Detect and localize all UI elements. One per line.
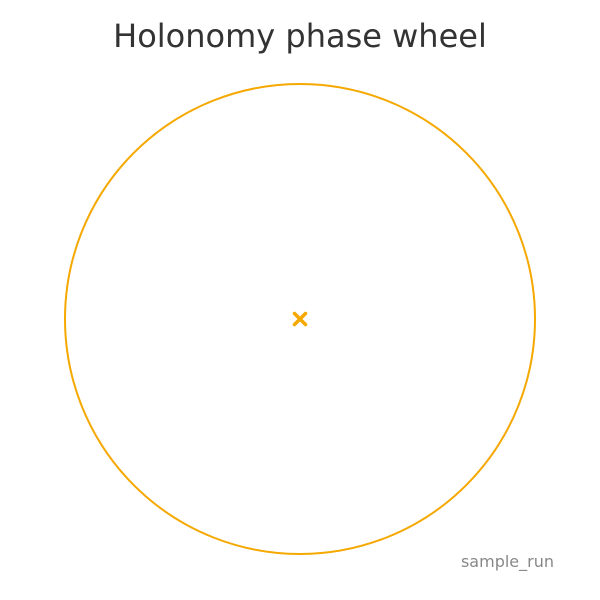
- run-label: sample_run: [460, 552, 554, 571]
- wheel-circle: [64, 83, 536, 555]
- diagram-title: Holonomy phase wheel: [113, 17, 487, 55]
- x-mark-icon: [292, 311, 308, 327]
